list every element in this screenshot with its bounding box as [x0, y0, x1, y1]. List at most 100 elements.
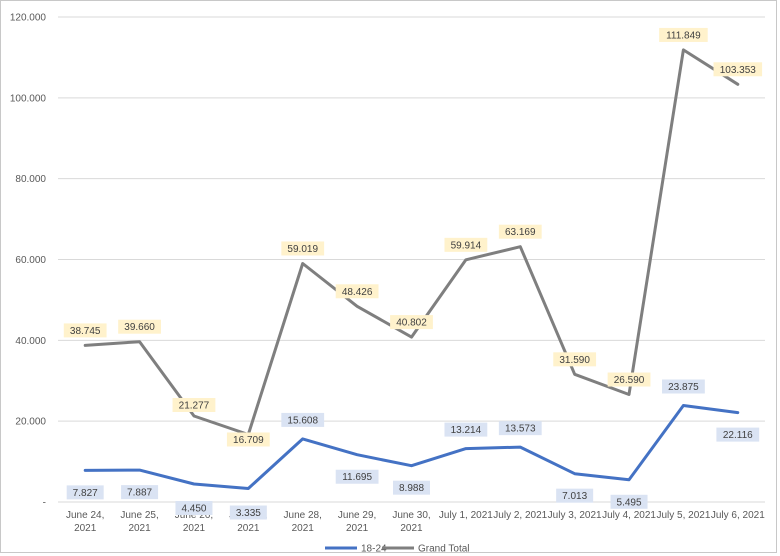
x-tick-line: July 3, 2021 [548, 510, 602, 521]
data-label: 63.169 [498, 224, 542, 239]
data-label: 31.590 [553, 352, 597, 367]
data-label-text: 5.495 [617, 497, 642, 508]
data-label: 103.353 [713, 62, 763, 77]
x-tick-label: July 6, 2021 [711, 510, 765, 521]
x-tick-label: July 2, 2021 [493, 510, 547, 521]
data-label-text: 7.827 [73, 488, 98, 499]
x-tick-line: July 1, 2021 [439, 510, 493, 521]
data-label: 5.495 [610, 494, 648, 509]
legend-label: 18-24 [361, 544, 387, 555]
legend-label: Grand Total [418, 544, 470, 555]
x-tick-line: 2021 [346, 523, 369, 534]
data-label-bg [226, 432, 270, 447]
x-tick-line: 2021 [237, 523, 260, 534]
data-label: 3.335 [229, 505, 267, 520]
x-tick-line: June 25, [120, 510, 158, 521]
data-label-text: 39.660 [124, 322, 155, 333]
data-label-text: 7.013 [562, 491, 587, 502]
data-label: 13.573 [498, 421, 542, 436]
data-label-text: 59.019 [287, 244, 318, 255]
x-tick-line: 2021 [400, 523, 423, 534]
x-tick-label: June 28, 2021 [284, 510, 322, 534]
x-tick-line: June 30, [392, 510, 430, 521]
data-label-bg [393, 480, 430, 495]
data-label: 59.914 [444, 237, 488, 252]
data-label-text: 26.590 [614, 375, 645, 386]
data-label-text: 48.426 [342, 287, 373, 298]
data-label: 38.745 [63, 323, 107, 338]
x-tick-line: July 2, 2021 [493, 510, 547, 521]
data-label-bg [498, 224, 542, 239]
series-line-grand-total [83, 48, 740, 436]
data-label-bg [610, 494, 648, 509]
x-tick-label: June 26, 2021 [175, 510, 213, 534]
x-tick-line: 2021 [128, 523, 151, 534]
data-label-bg [444, 422, 488, 437]
data-label-bg [662, 379, 705, 394]
y-tick-label: 120.000 [10, 13, 47, 24]
data-label-bg [335, 284, 379, 299]
data-label-text: 7.887 [127, 488, 152, 499]
data-label-text: 16.709 [233, 435, 264, 446]
data-label-text: 11.695 [342, 472, 372, 483]
data-label: 21.277 [172, 398, 216, 413]
data-label: 7.013 [556, 488, 594, 503]
data-label-bg [281, 241, 325, 256]
data-label-bg [556, 488, 594, 503]
data-label-bg [498, 421, 542, 436]
x-tick-line: July 5, 2021 [656, 510, 710, 521]
series-line-18-24 [83, 404, 740, 490]
data-label-bg [63, 323, 107, 338]
data-label: 111.849 [659, 27, 708, 42]
x-tick-label: July 1, 2021 [439, 510, 493, 521]
x-tick-label: July 4, 2021 [602, 510, 656, 521]
data-label-bg [659, 27, 708, 42]
data-label-bg [716, 427, 760, 442]
data-label-text: 8.988 [399, 483, 424, 494]
data-label: 15.608 [281, 412, 325, 427]
data-label: 22.116 [716, 427, 760, 442]
x-tick-line: 2021 [183, 523, 206, 534]
data-label: 26.590 [607, 372, 651, 387]
data-label: 7.827 [66, 485, 104, 500]
data-label-bg [229, 505, 267, 520]
data-label: 16.709 [226, 432, 270, 447]
data-label-text: 13.214 [451, 425, 482, 436]
data-label-bg [175, 501, 213, 516]
data-label-bg [335, 469, 379, 484]
x-tick-label: July 3, 2021 [548, 510, 602, 521]
data-label-bg [121, 485, 159, 500]
data-label-bg [172, 398, 216, 413]
x-tick-line: July 6, 2021 [711, 510, 765, 521]
data-label-text: 111.849 [666, 30, 701, 41]
data-label: 48.426 [335, 284, 379, 299]
x-tick-line: June 28, [284, 510, 322, 521]
data-label-bg [118, 319, 161, 334]
data-label-text: 103.353 [720, 65, 757, 76]
x-tick-label: June 25, 2021 [120, 510, 158, 534]
data-label-text: 31.590 [559, 355, 590, 366]
data-label-text: 63.169 [505, 227, 536, 238]
x-tick-line: June 26, [175, 510, 213, 521]
data-label-text: 3.335 [236, 508, 261, 519]
data-label: 11.695 [335, 469, 379, 484]
data-label-text: 21.277 [179, 401, 210, 412]
data-label: 7.887 [121, 485, 159, 500]
y-axis-ticks: - 20.000 40.000 60.000 80.000 100.000 120.000 [10, 13, 47, 509]
data-label-bg [390, 315, 433, 330]
x-tick-label: June 24, 2021 [66, 510, 104, 534]
legend: 18-24 Grand Total [325, 544, 470, 555]
x-tick-label: June 30, 2021 [392, 510, 430, 534]
data-label-text: 4.450 [181, 504, 206, 515]
data-label-bg [607, 372, 651, 387]
data-label: 4.450 [175, 501, 213, 516]
data-label-text: 38.745 [70, 326, 101, 337]
data-label-bg [553, 352, 597, 367]
y-tick-label: 60.000 [15, 255, 46, 266]
data-label-bg [713, 62, 763, 77]
x-tick-line: June 24, [66, 510, 104, 521]
series-lines [83, 48, 740, 490]
data-label-text: 23.875 [668, 382, 699, 393]
